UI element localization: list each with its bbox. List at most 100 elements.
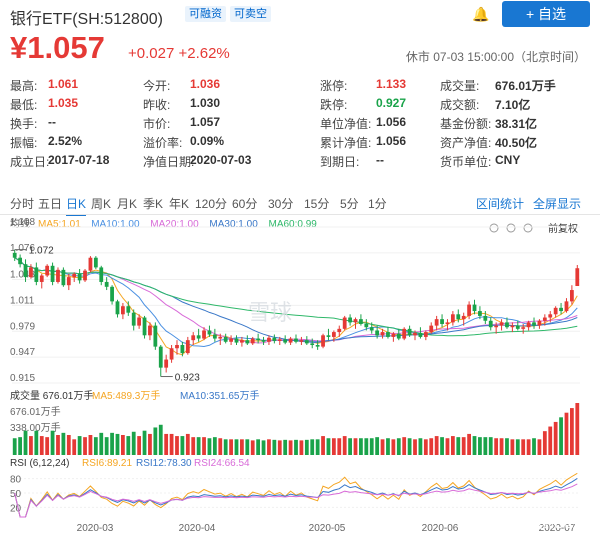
candle-body <box>104 281 109 287</box>
candle-body <box>472 304 477 312</box>
rsi-tick-label: 20 <box>10 503 22 514</box>
tab-divider <box>0 214 600 215</box>
date-tick-label: 2020-06 <box>422 523 459 534</box>
change-value: +0.027 <box>128 45 175 62</box>
candle-body <box>402 328 407 339</box>
volume-bar <box>66 435 71 455</box>
volume-bar <box>375 437 380 455</box>
volume-bar <box>207 438 212 455</box>
volume-bar <box>391 439 396 455</box>
candle-body <box>121 306 125 315</box>
candle-body <box>505 322 509 328</box>
volume-bar <box>396 438 401 455</box>
volume-bar <box>461 437 466 455</box>
volume-legend-title: 成交量 676.01万手 <box>10 389 93 402</box>
price-tick-label: 0.947 <box>10 347 35 358</box>
candle-body <box>137 317 142 326</box>
stat-value: 2017-07-18 <box>48 153 110 167</box>
candle-body <box>88 257 93 271</box>
credit-text: 知乎 @花卷楼 <box>506 515 588 530</box>
candle-body <box>126 306 131 313</box>
add-to-watchlist-button[interactable]: + 自选 <box>502 1 590 27</box>
candle-body <box>488 320 493 328</box>
tab-8[interactable]: 60分 <box>232 197 258 211</box>
stat-value: 1.056 <box>376 134 407 148</box>
candle-body <box>164 359 169 368</box>
candle-body <box>288 338 293 343</box>
volume-bar <box>294 439 298 455</box>
candle-body <box>461 315 466 320</box>
volume-bar <box>272 439 277 455</box>
rsi-legend-title: RSI (6,12,24) <box>10 458 69 469</box>
chart-svg[interactable]: 均线 MA5:1.01 MA10:1.00 MA20:1.00 MA30:1.00 MA6… <box>0 215 600 543</box>
tab-4[interactable]: 月K <box>117 197 138 211</box>
tab-12[interactable]: 1分 <box>368 197 387 211</box>
volume-bar <box>250 440 255 455</box>
candle-body <box>391 333 396 337</box>
volume-bar <box>218 438 223 455</box>
candle-body <box>191 335 196 341</box>
tab-11[interactable]: 5分 <box>340 197 359 211</box>
kline-chart[interactable]: 均线 MA5:1.01 MA10:1.00 MA20:1.00 MA30:1.00 MA6… <box>0 215 600 543</box>
volume-bar <box>386 438 390 455</box>
fullscreen-link[interactable]: 全屏显示 <box>533 197 582 211</box>
stat-label: 资产净值: <box>440 136 492 150</box>
candle-body <box>240 340 244 343</box>
reset-icon[interactable] <box>523 223 533 233</box>
zoom-in-icon[interactable] <box>489 223 499 233</box>
candle-body <box>423 332 428 337</box>
candle-body <box>110 286 114 302</box>
candle-body <box>56 269 60 282</box>
candle-body <box>131 312 136 326</box>
volume-bar <box>29 436 33 455</box>
volume-bar <box>467 433 471 455</box>
volume-bar <box>256 439 261 455</box>
volume-bar <box>537 439 542 455</box>
ma-legend-item: MA60:0.99 <box>269 219 318 230</box>
candle-body <box>315 345 320 347</box>
candle-body <box>283 339 288 343</box>
tab-10[interactable]: 15分 <box>304 197 330 211</box>
volume-bar <box>240 439 244 455</box>
price-tick-label: 1.011 <box>10 295 35 306</box>
tab-6[interactable]: 年K <box>169 197 190 211</box>
volume-bar <box>45 437 50 455</box>
stat-label: 到期日: <box>320 155 360 169</box>
volume-bar <box>93 437 98 455</box>
date-tick-label: 2020-04 <box>179 523 216 534</box>
candle-body <box>396 333 401 339</box>
volume-bar <box>515 439 520 455</box>
candle-body <box>245 340 250 344</box>
candle-body <box>386 332 390 337</box>
candle-body <box>256 338 261 341</box>
candle-body <box>559 307 563 312</box>
candle-body <box>326 335 331 337</box>
tab-2[interactable]: 日K <box>66 195 87 216</box>
zoom-out-icon[interactable] <box>506 223 516 233</box>
tab-5[interactable]: 季K <box>143 197 164 211</box>
stat-value: 1.056 <box>376 115 407 129</box>
candle-body <box>272 337 277 341</box>
stat-label: 市价: <box>143 117 171 131</box>
tab-1[interactable]: 五日 <box>38 197 63 211</box>
volume-bar <box>23 430 28 455</box>
volume-bar <box>164 433 169 455</box>
stat-row: 成立日: 2017-07-18 净值日期: 2020-07-03 到期日: -- 货币单位:… <box>10 153 590 171</box>
tab-3[interactable]: 周K <box>91 197 112 211</box>
stat-value: 0.09% <box>190 134 225 148</box>
tab-9[interactable]: 30分 <box>268 197 294 211</box>
tab-7[interactable]: 120分 <box>195 197 228 211</box>
stat-value: -- <box>376 153 384 167</box>
volume-bar <box>434 436 439 455</box>
date-tick-label: 2020-03 <box>77 523 114 534</box>
volume-bar <box>34 430 39 455</box>
candle-body <box>321 335 325 347</box>
candle-body <box>229 338 233 342</box>
range-stats-link[interactable]: 区间统计 <box>476 197 525 211</box>
tab-0[interactable]: 分时 <box>10 197 35 211</box>
volume-bar <box>88 435 93 455</box>
volume-bar <box>569 408 574 455</box>
candle-body <box>478 311 482 316</box>
volume-bar <box>50 430 55 455</box>
bell-icon[interactable]: 🔔 <box>472 6 490 22</box>
